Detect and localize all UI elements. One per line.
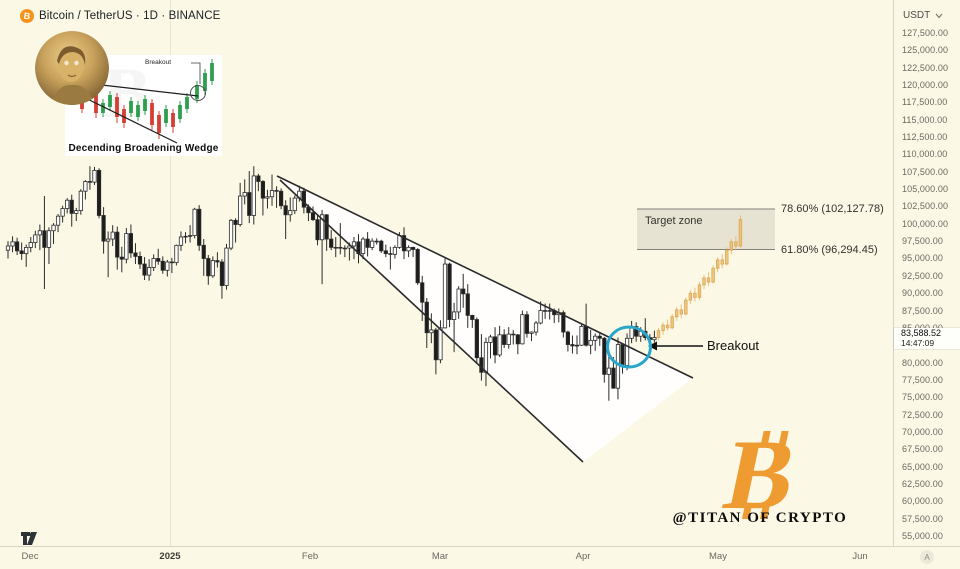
symbol-title: Bitcoin / TetherUS · 1D · BINANCE xyxy=(39,10,221,22)
price-axis-label: 72,500.00 xyxy=(902,409,943,420)
time-axis-label: Feb xyxy=(301,551,319,562)
price-axis-label: 105,000.00 xyxy=(902,184,949,195)
auto-scale-button[interactable]: A xyxy=(920,550,934,564)
currency-selector[interactable]: USDT xyxy=(903,10,943,21)
price-axis-label: 60,000.00 xyxy=(902,496,943,507)
price-axis-label: 87,500.00 xyxy=(902,305,943,316)
time-axis-label: Jun xyxy=(852,551,868,562)
projected-candles xyxy=(656,215,743,341)
bar-countdown: 14:47:09 xyxy=(901,337,935,348)
breakout-label: Breakout xyxy=(707,338,760,353)
price-axis-label: 90,000.00 xyxy=(902,288,943,299)
target-zone-label: Target zone xyxy=(645,215,703,227)
price-axis-label: 75,000.00 xyxy=(902,392,943,403)
wedge-upper-trendline[interactable] xyxy=(276,175,694,379)
wedge-lower-trendline[interactable] xyxy=(279,179,584,463)
price-axis-label: 127,500.00 xyxy=(902,28,949,38)
bitcoin-icon: B xyxy=(19,8,35,24)
price-axis-label: 77,500.00 xyxy=(902,374,943,385)
price-axis-label: 112,500.00 xyxy=(902,132,948,143)
inset-breakout-label: Breakout xyxy=(145,59,172,66)
time-axis-label: 2025 xyxy=(159,551,181,562)
time-axis-label: Mar xyxy=(431,551,449,562)
currency-label: USDT xyxy=(903,10,931,21)
inset-breakout-circle xyxy=(190,85,206,101)
time-axis-label: May xyxy=(709,551,727,562)
wedge-fill xyxy=(277,176,693,462)
inset-watermark-icon: B xyxy=(103,53,152,133)
price-axis-label: 95,000.00 xyxy=(902,253,943,264)
price-axis-label: 107,500.00 xyxy=(902,166,949,177)
inset-breakout-pointer xyxy=(191,62,201,84)
avatar xyxy=(35,31,109,105)
price-axis-label: 117,500.00 xyxy=(902,97,948,108)
price-axis-label: 80,000.00 xyxy=(902,357,943,368)
price-axis-label: 67,500.00 xyxy=(902,444,943,455)
breakout-circle xyxy=(606,325,652,369)
price-axis-label: 115,000.00 xyxy=(902,114,948,125)
price-axis-label: 92,500.00 xyxy=(902,270,943,281)
price-axis-label: 97,500.00 xyxy=(902,236,943,247)
current-price: 83,588.52 xyxy=(901,327,942,338)
time-axis[interactable]: A Dec 2025 Feb Mar Apr May Jun xyxy=(0,546,960,569)
breakout-arrow xyxy=(648,341,703,351)
price-axis-label: 55,000.00 xyxy=(902,531,943,542)
price-axis-label: 122,500.00 xyxy=(902,62,949,73)
current-price-tag: 83,588.52 14:47:09 xyxy=(894,327,960,349)
watermark-handle: @TITAN OF CRYPTO xyxy=(672,510,848,526)
pattern-caption: Decending Broadening Wedge xyxy=(68,143,219,154)
chart-canvas[interactable]: B xyxy=(0,0,960,546)
pattern-inset-card: B Breakout Decending Broadening Wedge xyxy=(65,55,222,156)
time-axis-label: Apr xyxy=(575,551,591,562)
price-axis-label: 110,000.00 xyxy=(902,149,948,160)
price-axis-label: 125,000.00 xyxy=(902,45,949,56)
price-axis[interactable]: 127,500.00 125,000.00 122,500.00 120,000.00… xyxy=(893,0,960,546)
symbol-legend[interactable]: B Bitcoin / TetherUS · 1D · BINANCE xyxy=(19,8,221,24)
fib-target-zone[interactable] xyxy=(637,208,775,251)
price-axis-label: 70,000.00 xyxy=(902,426,943,437)
price-axis-label: 65,000.00 xyxy=(902,461,943,472)
fib-level-618-label: 61.80% (96,294.45) xyxy=(781,243,878,256)
price-axis-label: 62,500.00 xyxy=(902,478,943,489)
price-axis-label: 120,000.00 xyxy=(902,80,949,91)
time-axis-label: Dec xyxy=(21,551,39,562)
price-axis-label: 100,000.00 xyxy=(902,218,949,229)
price-axis-label: 102,500.00 xyxy=(902,201,949,212)
tradingview-logo[interactable] xyxy=(20,531,44,546)
price-axis-label: 57,500.00 xyxy=(902,513,943,524)
fib-level-786-label: 78.60% (102,127.78) xyxy=(781,203,884,216)
chevron-down-icon xyxy=(935,13,943,18)
candlestick-series xyxy=(5,166,657,401)
